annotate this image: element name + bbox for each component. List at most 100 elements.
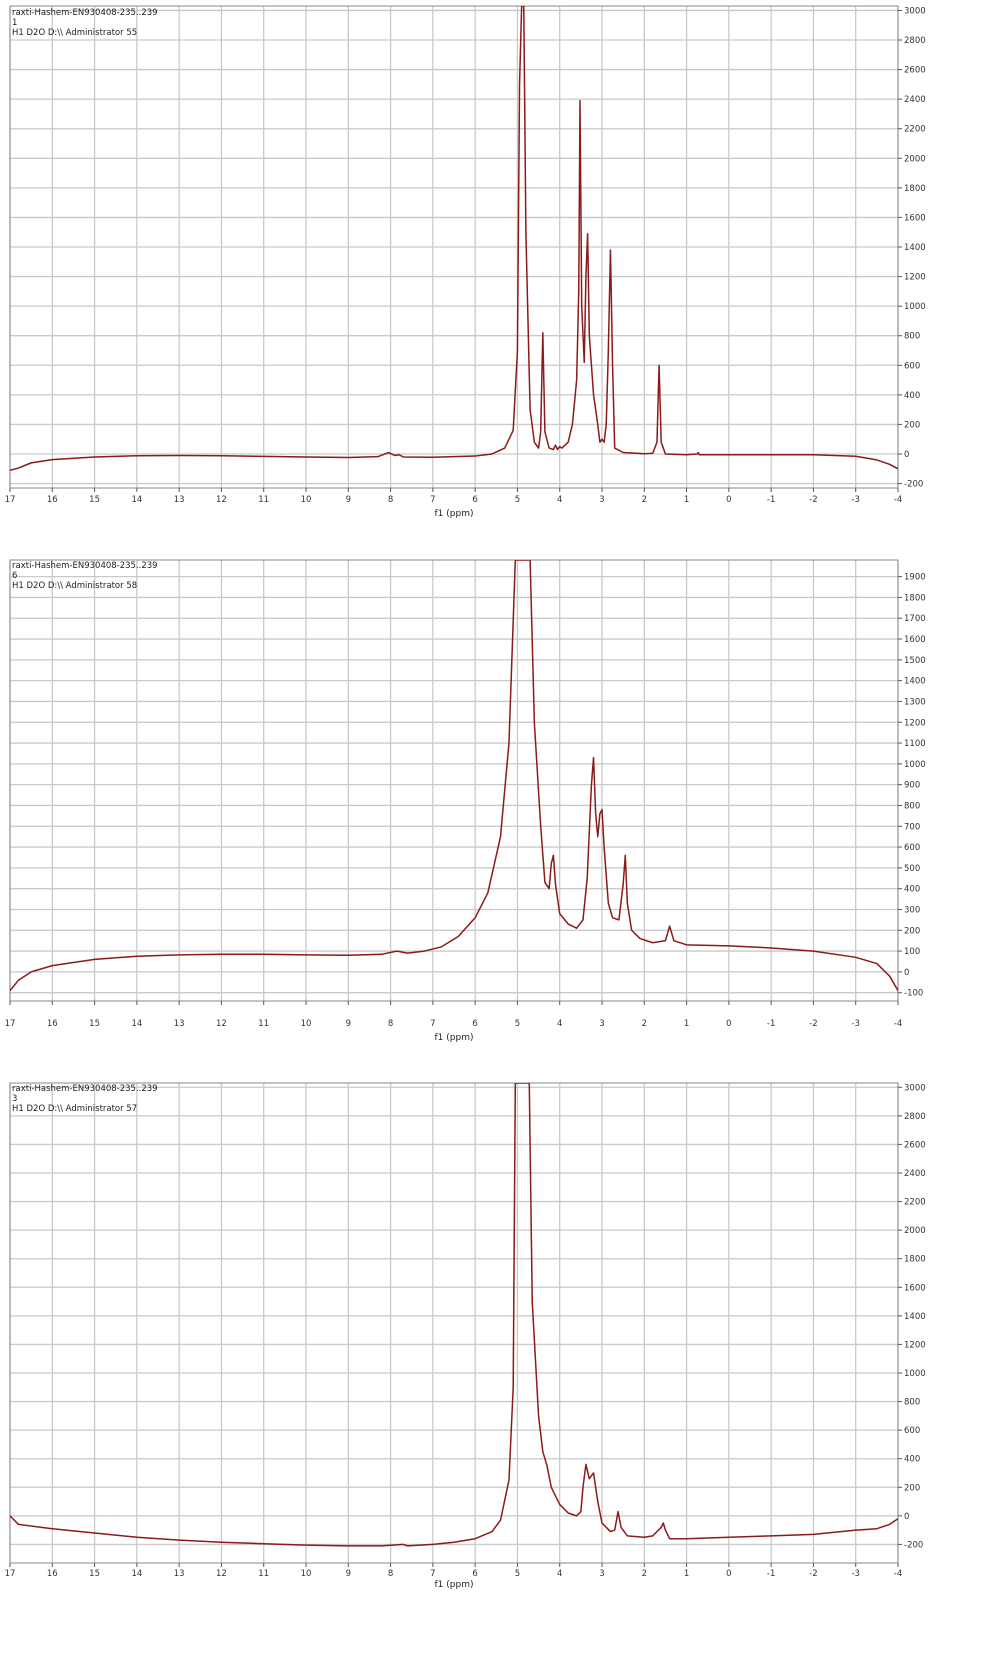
x-tick-label: -1: [767, 1019, 775, 1029]
info-line-2: 1: [12, 18, 17, 28]
x-tick-label: 8: [388, 1569, 393, 1579]
info-line-1: raxti-Hashem-EN930408-235..239: [12, 1084, 158, 1094]
info-line-2: 3: [12, 1094, 17, 1104]
y-tick-label: 300: [904, 905, 920, 915]
y-tick-label: 2800: [904, 36, 926, 46]
x-tick-label: 5: [515, 1569, 520, 1579]
x-tick-label: 4: [557, 495, 562, 505]
x-tick-label: 5: [515, 1019, 520, 1029]
x-tick-label: -2: [809, 1569, 817, 1579]
y-tick-label: 1200: [904, 1340, 926, 1350]
x-tick-label: 14: [131, 495, 142, 505]
x-tick-label: 15: [89, 495, 100, 505]
spectrum-info: raxti-Hashem-EN930408-235..239 6 H1 D2O …: [12, 561, 158, 591]
y-tick-label: 1400: [904, 243, 926, 253]
y-tick-label: 1200: [904, 718, 926, 728]
y-tick-label: 800: [904, 1398, 920, 1408]
y-tick-label: 1000: [904, 302, 926, 312]
x-tick-label: -1: [767, 1569, 775, 1579]
y-tick-label: 1800: [904, 184, 926, 194]
x-tick-label: 5: [515, 495, 520, 505]
y-tick-label: 1000: [904, 1369, 926, 1379]
x-tick-label: 2: [642, 1019, 647, 1029]
x-tick-label: 3: [599, 495, 604, 505]
x-tick-label: 12: [216, 1019, 227, 1029]
x-tick-label: 7: [430, 1019, 435, 1029]
y-tick-label: 200: [904, 1483, 920, 1493]
info-line-1: raxti-Hashem-EN930408-235..239: [12, 8, 158, 18]
y-tick-label: 600: [904, 361, 920, 371]
x-tick-label: 13: [174, 495, 185, 505]
x-tick-label: 4: [557, 1019, 562, 1029]
x-tick-label: 3: [599, 1569, 604, 1579]
info-line-3: H1 D2O D:\\ Administrator 57: [12, 1104, 137, 1114]
y-tick-label: 1400: [904, 1312, 926, 1322]
x-tick-label: 16: [47, 1019, 58, 1029]
y-tick-label: 2600: [904, 66, 926, 76]
nmr-spectrum-1: raxti-Hashem-EN930408-235..239 1 H1 D2O …: [5, 5, 926, 519]
x-tick-label: 13: [174, 1019, 185, 1029]
y-tick-label: 400: [904, 391, 920, 401]
x-tick-label: 7: [430, 495, 435, 505]
x-tick-label: 13: [174, 1569, 185, 1579]
y-axis: -200 0 200 400 600 800 1000 1200 1400 1600 1800 200…: [898, 1083, 926, 1550]
spectrum-trace-1: [10, 1083, 898, 1547]
y-tick-label: 0: [904, 450, 909, 460]
info-line-1: raxti-Hashem-EN930408-235..239: [12, 561, 158, 571]
x-tick-label: 17: [5, 1569, 16, 1579]
y-tick-label: 400: [904, 885, 920, 895]
x-tick-label: 14: [131, 1569, 142, 1579]
spectrum-trace-1: [10, 6, 898, 471]
info-line-3: H1 D2O D:\\ Administrator 58: [12, 581, 137, 591]
nmr-spectrum-3: raxti-Hashem-EN930408-235..239 3 H1 D2O …: [5, 1082, 926, 1590]
y-tick-label: 0: [904, 968, 909, 978]
x-tick-label: 12: [216, 495, 227, 505]
x-axis: 17 16 15 14 13 12 11 10 9 8 7 6 5 4 3 2 1 0 -1 -2 -3 -4: [5, 488, 902, 505]
x-tick-label: 17: [5, 1019, 16, 1029]
x-tick-label: 12: [216, 1569, 227, 1579]
y-tick-label: 400: [904, 1455, 920, 1465]
x-tick-label: 9: [346, 1019, 351, 1029]
x-tick-label: 16: [47, 495, 58, 505]
y-tick-label: -200: [904, 1540, 923, 1550]
x-tick-label: -3: [851, 1569, 859, 1579]
x-tick-label: 8: [388, 495, 393, 505]
y-tick-label: -200: [904, 480, 923, 490]
x-tick-label: 6: [472, 495, 477, 505]
spectrum-info: raxti-Hashem-EN930408-235..239 1 H1 D2O …: [12, 8, 158, 38]
x-tick-label: 11: [258, 495, 269, 505]
grid: [9, 1083, 899, 1563]
x-tick-label: 0: [726, 1569, 731, 1579]
x-tick-label: -4: [894, 1569, 902, 1579]
x-tick-label: 7: [430, 1569, 435, 1579]
y-axis: -100 0 100 200 300 400 500 600 700 800 900 1000 1100…: [898, 573, 926, 999]
x-tick-label: 11: [258, 1019, 269, 1029]
grid: [9, 560, 899, 1001]
y-tick-label: 1500: [904, 656, 926, 666]
y-tick-label: 1800: [904, 593, 926, 603]
y-tick-label: 200: [904, 926, 920, 936]
y-tick-label: 0: [904, 1512, 909, 1522]
x-tick-label: 2: [642, 495, 647, 505]
x-tick-label: -1: [767, 495, 775, 505]
x-tick-label: -2: [809, 1019, 817, 1029]
info-line-2: 6: [12, 571, 17, 581]
x-tick-label: 11: [258, 1569, 269, 1579]
plot-frame: [9, 1082, 899, 1564]
y-tick-label: 1200: [904, 273, 926, 283]
y-tick-label: 2600: [904, 1140, 926, 1150]
spectrum-trace-1: [10, 560, 898, 992]
y-tick-label: 1900: [904, 573, 926, 583]
x-tick-label: 3: [599, 1019, 604, 1029]
x-axis: 17 16 15 14 13 12 11 10 9 8 7 6 5 4 3 2 1 0 -1 -2 -3 -4: [5, 1563, 902, 1579]
x-tick-label: 15: [89, 1569, 100, 1579]
x-tick-label: 10: [301, 1019, 312, 1029]
y-tick-label: 100: [904, 947, 920, 957]
y-tick-label: 2800: [904, 1112, 926, 1122]
y-tick-label: -100: [904, 989, 923, 999]
y-tick-label: 600: [904, 1426, 920, 1436]
nmr-spectrum-2: raxti-Hashem-EN930408-235..239 6 H1 D2O …: [5, 559, 926, 1043]
y-tick-label: 200: [904, 420, 920, 430]
y-tick-label: 600: [904, 843, 920, 853]
y-tick-label: 1000: [904, 760, 926, 770]
